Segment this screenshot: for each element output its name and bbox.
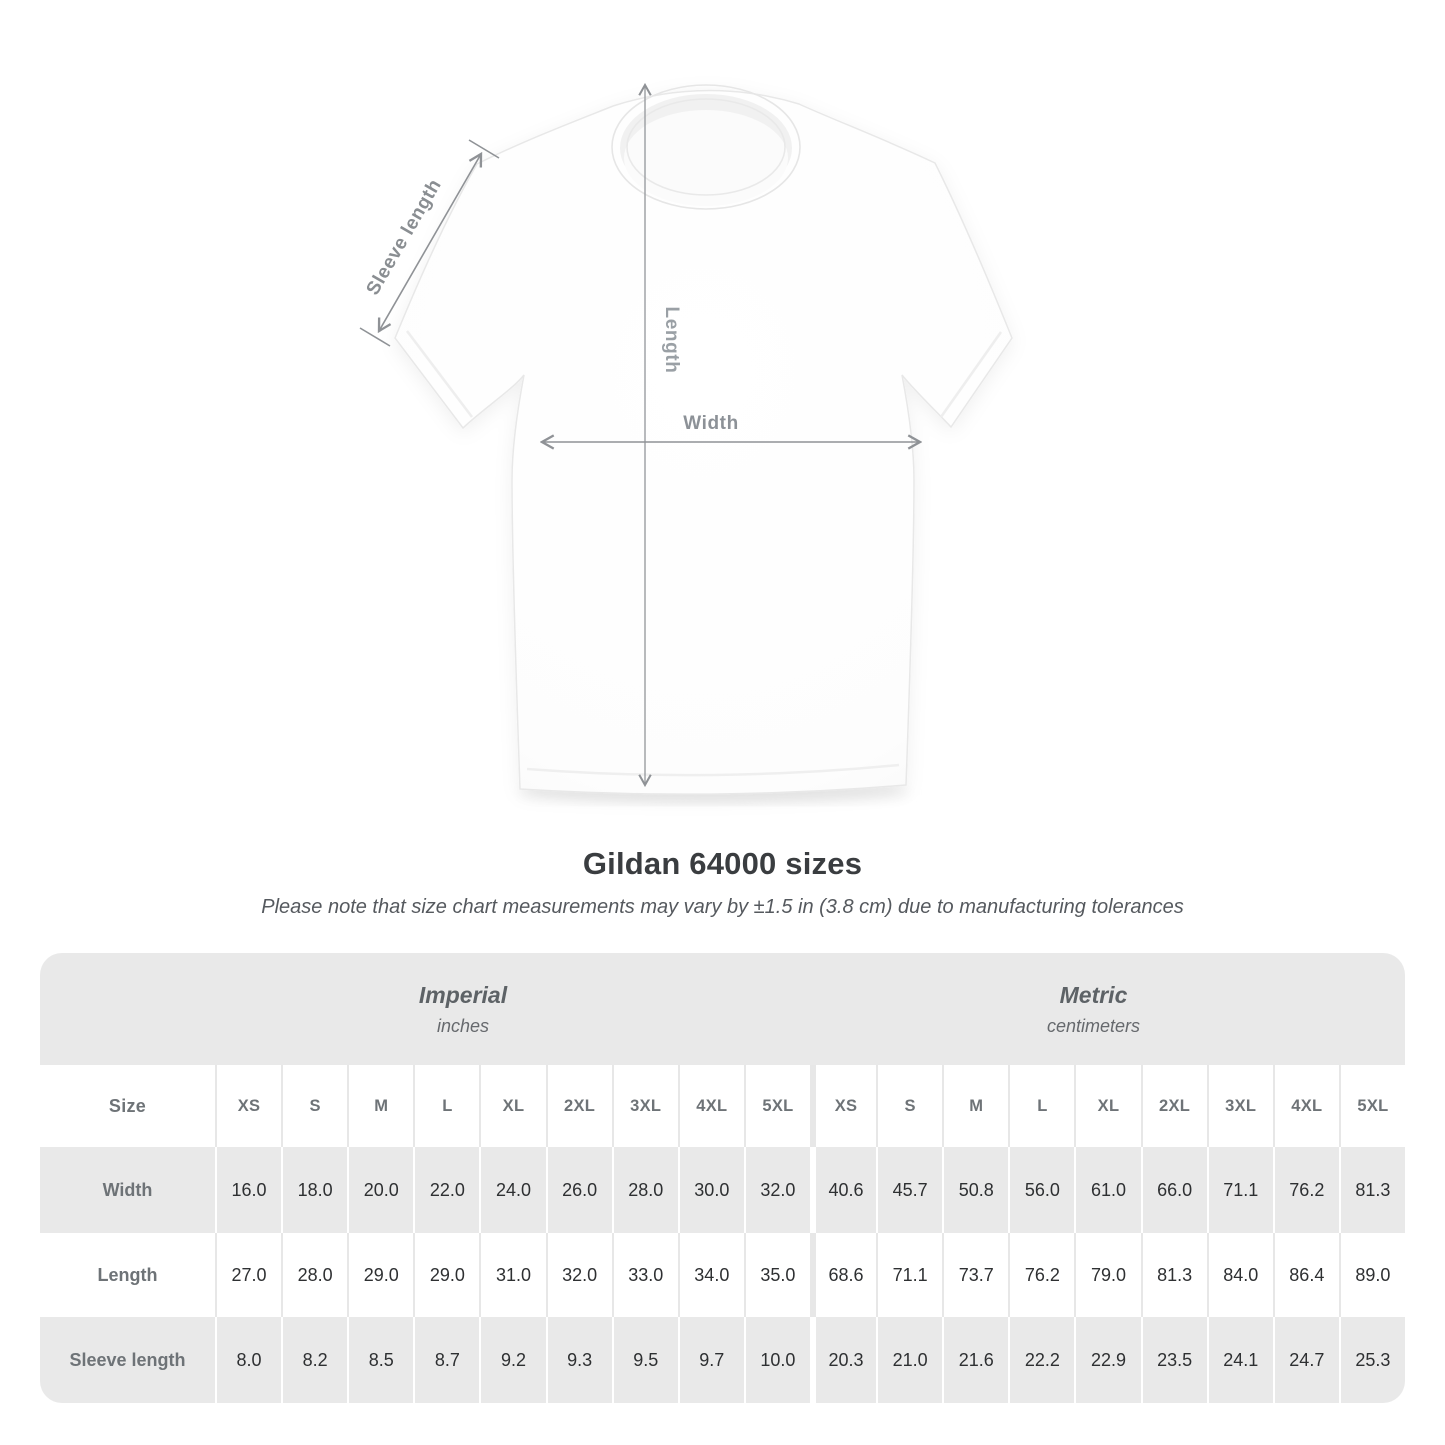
metric-title: Metric: [1059, 981, 1128, 1008]
imperial-title: Imperial: [418, 981, 508, 1008]
size-value: 8.7: [413, 1317, 480, 1403]
size-value: 45.7: [876, 1147, 943, 1233]
unit-header-band: Imperial inches Metric centimeters: [40, 953, 1405, 1065]
size-value: 32.0: [743, 1147, 810, 1233]
size-value: 8.2: [281, 1317, 348, 1403]
width-label: Width: [683, 413, 739, 434]
size-value: 68.6: [810, 1233, 877, 1317]
column-header: M: [942, 1065, 1009, 1147]
size-value: 40.6: [810, 1147, 877, 1233]
size-value: 18.0: [281, 1147, 348, 1233]
size-value: 79.0: [1074, 1233, 1141, 1317]
imperial-header: Imperial inches: [40, 953, 808, 1065]
collar-inner-seam: [626, 98, 786, 196]
metric-unit: centimeters: [1046, 1015, 1141, 1036]
collar-inner-shade: [624, 110, 788, 206]
size-value: 86.4: [1272, 1233, 1339, 1317]
column-header: 3XL: [1206, 1065, 1273, 1147]
size-value: 10.0: [743, 1317, 810, 1403]
size-value: 22.2: [1008, 1317, 1075, 1403]
size-value: 71.1: [1206, 1147, 1273, 1233]
column-header: 3XL: [611, 1065, 678, 1147]
size-value: 31.0: [479, 1233, 546, 1317]
size-value: 29.0: [347, 1233, 414, 1317]
size-value: 20.3: [810, 1317, 877, 1403]
size-value: 76.2: [1272, 1147, 1339, 1233]
size-column-label: Size: [40, 1065, 215, 1147]
size-value: 9.2: [479, 1317, 546, 1403]
size-value: 29.0: [413, 1233, 480, 1317]
right-cuff-seam: [939, 331, 1003, 418]
size-value: 9.7: [677, 1317, 744, 1403]
size-value: 30.0: [677, 1147, 744, 1233]
column-header: 4XL: [1272, 1065, 1339, 1147]
size-value: 16.0: [215, 1147, 282, 1233]
size-value: 81.3: [1338, 1147, 1405, 1233]
heading: Gildan 64000 sizes Please note that size…: [0, 846, 1445, 919]
column-header: L: [413, 1065, 480, 1147]
column-header: 2XL: [1140, 1065, 1207, 1147]
size-value: 25.3: [1338, 1317, 1405, 1403]
row-label: Width: [40, 1147, 215, 1233]
size-value: 8.5: [347, 1317, 414, 1403]
size-value: 84.0: [1206, 1233, 1273, 1317]
size-value: 24.1: [1206, 1317, 1273, 1403]
length-label: Length: [661, 307, 682, 374]
size-value: 61.0: [1074, 1147, 1141, 1233]
column-header: 5XL: [1338, 1065, 1405, 1147]
left-cuff-seam: [406, 330, 473, 418]
size-value: 22.9: [1074, 1317, 1141, 1403]
size-table: Imperial inches Metric centimeters Size X…: [40, 953, 1405, 1403]
size-value: 24.0: [479, 1147, 546, 1233]
column-header: XS: [215, 1065, 282, 1147]
row-label: Sleeve length: [40, 1317, 215, 1403]
tshirt-illustration: [394, 84, 1013, 795]
bottom-hem-seam: [526, 763, 900, 777]
size-value: 22.0: [413, 1147, 480, 1233]
column-header: XS: [810, 1065, 877, 1147]
column-header: 4XL: [677, 1065, 744, 1147]
size-chart-note: Please note that size chart measurements…: [261, 896, 1184, 918]
size-chart-title: Gildan 64000 sizes: [582, 846, 863, 881]
size-value: 28.0: [281, 1233, 348, 1317]
size-value: 9.5: [611, 1317, 678, 1403]
column-header: 5XL: [743, 1065, 810, 1147]
column-header: S: [281, 1065, 348, 1147]
size-value: 32.0: [545, 1233, 612, 1317]
size-value: 34.0: [677, 1233, 744, 1317]
size-value: 33.0: [611, 1233, 678, 1317]
sleeve-length-dimension: [359, 139, 500, 347]
size-value: 76.2: [1008, 1233, 1075, 1317]
size-value: 24.7: [1272, 1317, 1339, 1403]
size-value: 8.0: [215, 1317, 282, 1403]
size-value: 35.0: [743, 1233, 810, 1317]
column-header: S: [876, 1065, 943, 1147]
size-value: 66.0: [1140, 1147, 1207, 1233]
size-value: 20.0: [347, 1147, 414, 1233]
size-value: 81.3: [1140, 1233, 1207, 1317]
collar-outer-seam: [611, 84, 801, 210]
column-header: 2XL: [545, 1065, 612, 1147]
size-value: 21.0: [876, 1317, 943, 1403]
row-label: Length: [40, 1233, 215, 1317]
tshirt-figure: Sleeve length Length Width: [359, 0, 1013, 804]
column-header: XL: [1074, 1065, 1141, 1147]
column-header: M: [347, 1065, 414, 1147]
size-value: 28.0: [611, 1147, 678, 1233]
size-value: 9.3: [545, 1317, 612, 1403]
size-value: 89.0: [1338, 1233, 1405, 1317]
size-value: 56.0: [1008, 1147, 1075, 1233]
size-value: 21.6: [942, 1317, 1009, 1403]
size-value: 71.1: [876, 1233, 943, 1317]
size-value: 27.0: [215, 1233, 282, 1317]
size-grid: Size XS S M L XL 2XL 3XL 4XL 5XL XS S M L XL 2XL 3XL 4XL 5…: [40, 1065, 1405, 1403]
size-value: 73.7: [942, 1233, 1009, 1317]
column-header: XL: [479, 1065, 546, 1147]
imperial-unit: inches: [436, 1015, 490, 1036]
size-value: 26.0: [545, 1147, 612, 1233]
metric-header: Metric centimeters: [808, 953, 1405, 1065]
size-value: 23.5: [1140, 1317, 1207, 1403]
size-value: 50.8: [942, 1147, 1009, 1233]
column-header: L: [1008, 1065, 1075, 1147]
